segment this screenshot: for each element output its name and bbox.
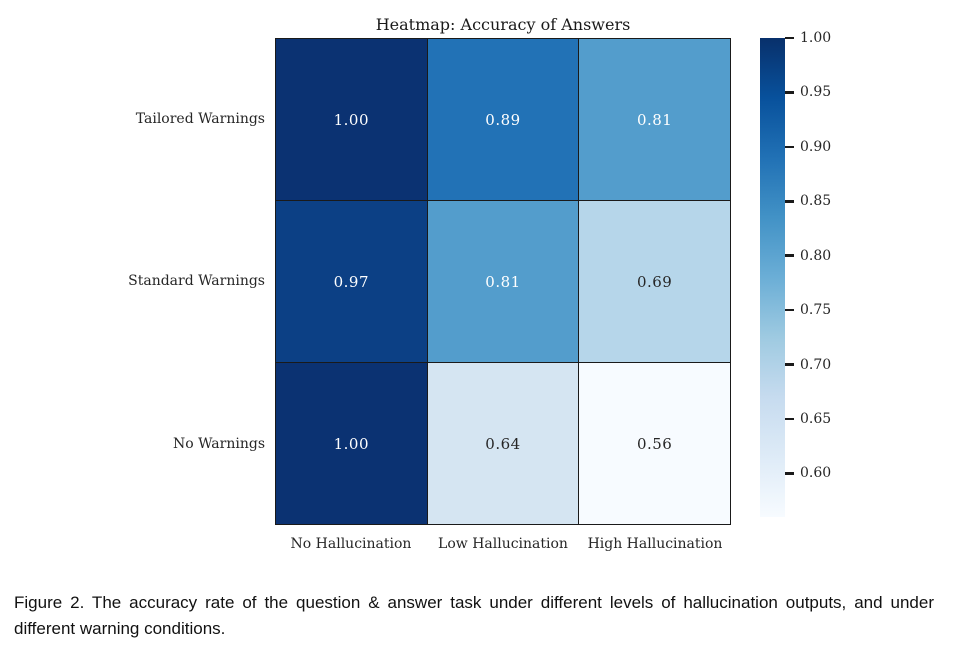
- heatmap-cell: 1.00: [276, 363, 427, 524]
- colorbar-tick-label: 0.85: [800, 193, 832, 210]
- colorbar-tick-mark: [785, 417, 794, 421]
- y-axis-labels: Tailored Warnings Standard Warnings No War…: [0, 38, 265, 525]
- x-axis-tick-label: High Hallucination: [587, 536, 723, 552]
- heatmap-cell: 0.64: [427, 363, 579, 524]
- heatmap-cell: 0.97: [276, 201, 427, 362]
- colorbar-tick-label: 0.60: [800, 465, 832, 482]
- colorbar-tick-mark: [785, 472, 794, 475]
- colorbar-tick-mark: [785, 91, 794, 94]
- colorbar-tick-mark: [785, 363, 794, 366]
- y-axis-tick-label: Tailored Warnings: [135, 111, 265, 128]
- heatmap-cell: 0.89: [427, 39, 579, 200]
- heatmap-cell: 1.00: [276, 39, 427, 200]
- figure-caption: Figure 2. The accuracy rate of the quest…: [14, 593, 934, 638]
- x-axis-tick-label: No Hallucination: [290, 536, 412, 552]
- colorbar-tick-label: 0.75: [800, 302, 832, 319]
- colorbar-tick-label: 1.00: [800, 30, 832, 46]
- y-axis-tick-label: No Warnings: [173, 435, 265, 452]
- colorbar-tick-mark: [785, 308, 794, 312]
- colorbar-tick-label: 0.90: [800, 138, 832, 155]
- y-axis-tick-label: Standard Warnings: [128, 273, 265, 290]
- chart-title: Heatmap: Accuracy of Answers: [375, 15, 631, 34]
- colorbar-tick-mark: [785, 145, 794, 149]
- x-axis-tick-label: Low Hallucination: [438, 536, 568, 552]
- colorbar-tick-label: 0.65: [800, 411, 832, 428]
- heatmap-cell: 0.81: [579, 39, 730, 200]
- colorbar-tick-label: 0.80: [800, 247, 832, 264]
- heatmap-cell: 0.56: [579, 363, 730, 524]
- colorbar: [760, 38, 785, 517]
- x-axis-labels: No Hallucination Low Hallucination High Ha…: [275, 536, 731, 552]
- heatmap-cell: 0.81: [427, 201, 579, 362]
- colorbar-tick-mark: [785, 36, 794, 40]
- colorbar-tick-label: 0.70: [800, 356, 832, 373]
- colorbar-tick-mark: [785, 254, 794, 257]
- heatmap-cell: 0.69: [579, 201, 730, 362]
- colorbar-tick-label: 0.95: [800, 84, 832, 101]
- heatmap: 1.00 0.89 0.81 0.97 0.81 0.69 1.00 0.64 0.56: [275, 38, 731, 525]
- colorbar-tick-mark: [785, 200, 794, 203]
